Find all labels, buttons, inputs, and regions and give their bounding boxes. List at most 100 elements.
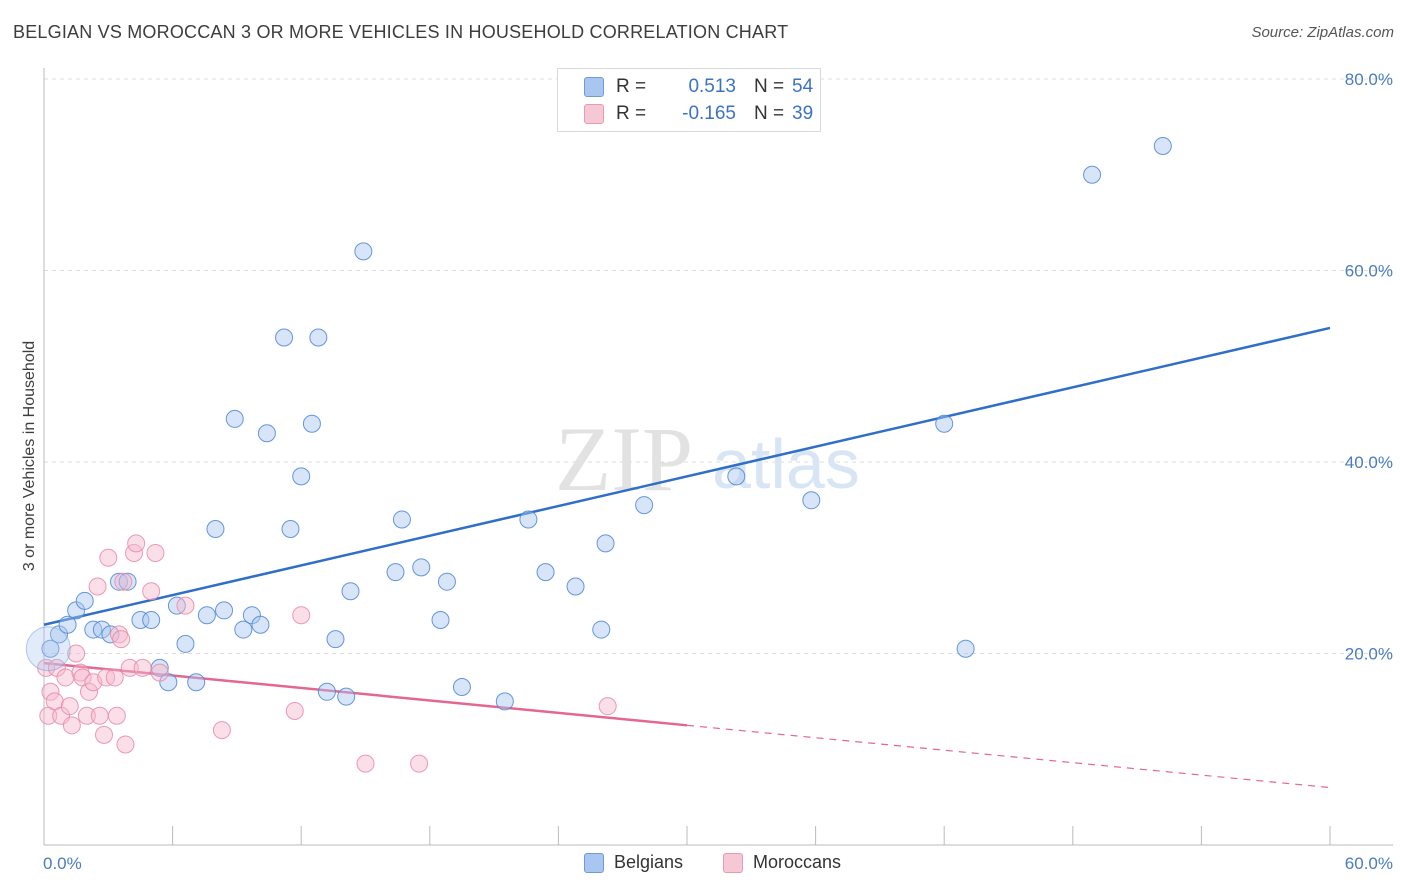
x-tick-label: 0.0% — [43, 854, 82, 873]
point-cluster-belgians — [25, 626, 71, 672]
point-moroccans — [107, 706, 126, 725]
legend-r-label: R = — [616, 103, 647, 124]
legend-n-label: N = — [754, 103, 785, 124]
point-moroccans — [110, 625, 129, 644]
point-moroccans — [146, 543, 165, 562]
point-belgians — [275, 328, 294, 347]
point-belgians — [935, 414, 954, 433]
point-belgians — [92, 620, 111, 639]
point-moroccans — [80, 682, 99, 701]
point-moroccans — [60, 697, 79, 716]
point-moroccans — [285, 701, 304, 720]
y-tick-label: 80.0% — [1345, 70, 1393, 89]
point-moroccans — [356, 754, 375, 773]
point-belgians — [142, 610, 161, 629]
point-belgians — [956, 639, 975, 658]
point-moroccans — [77, 706, 96, 725]
y-tick-label: 40.0% — [1345, 453, 1393, 472]
legend-item-moroccans[interactable]: Moroccans — [723, 852, 841, 873]
correlation-legend: R = 0.513 N = 54 R = -0.165 N = 39 — [557, 68, 821, 132]
point-moroccans — [95, 725, 114, 744]
legend-swatch-moroccans — [584, 104, 604, 124]
point-belgians — [131, 610, 150, 629]
point-moroccans — [116, 735, 135, 754]
point-moroccans — [176, 596, 195, 615]
point-belgians — [326, 630, 345, 649]
legend-r-value: -0.165 — [682, 103, 736, 124]
point-belgians — [75, 591, 94, 610]
point-belgians — [234, 620, 253, 639]
point-belgians — [225, 409, 244, 428]
trend-lines — [43, 326, 1331, 789]
point-belgians — [802, 491, 821, 510]
point-belgians — [354, 242, 373, 261]
point-belgians — [41, 639, 60, 658]
point-moroccans — [410, 754, 429, 773]
point-moroccans — [133, 658, 152, 677]
point-moroccans — [56, 668, 75, 687]
point-belgians — [58, 615, 77, 634]
point-belgians — [566, 577, 585, 596]
point-belgians — [437, 572, 456, 591]
point-moroccans — [292, 606, 311, 625]
point-belgians — [118, 572, 137, 591]
point-belgians — [251, 615, 270, 634]
legend-swatch-belgians — [584, 852, 604, 873]
legend-swatch-belgians — [584, 77, 604, 97]
point-moroccans — [114, 572, 133, 591]
point-moroccans — [598, 697, 617, 716]
point-moroccans — [71, 663, 90, 682]
point-belgians — [337, 687, 356, 706]
legend-swatch-moroccans — [723, 852, 743, 873]
point-belgians — [536, 563, 555, 582]
legend-item-belgians[interactable]: Belgians — [584, 852, 683, 873]
point-belgians — [341, 582, 360, 601]
grid — [44, 78, 1393, 654]
legend-n-value: 54 — [792, 76, 814, 97]
data-points — [25, 137, 1172, 773]
point-moroccans — [90, 706, 109, 725]
series-legend: Belgians Moroccans — [0, 852, 1406, 878]
point-moroccans — [127, 534, 146, 553]
legend-row-moroccans: R = -0.165 N = 39 — [584, 102, 813, 126]
point-moroccans — [88, 577, 107, 596]
chart-title: BELGIAN VS MOROCCAN 3 OR MORE VEHICLES I… — [13, 22, 789, 42]
x-tick-label: 60.0% — [1345, 854, 1393, 873]
axes — [43, 68, 1393, 846]
watermark-atlas: atlas — [712, 425, 860, 503]
y-tick-label: 20.0% — [1345, 645, 1393, 664]
point-moroccans — [105, 668, 124, 687]
watermark-zip: ZIP — [555, 408, 693, 510]
trend-line-belgians — [43, 326, 1331, 626]
point-moroccans — [62, 716, 81, 735]
legend-row-belgians: R = 0.513 N = 54 — [584, 75, 813, 99]
y-axis-label: 3 or more Vehicles in Household — [21, 341, 38, 571]
point-belgians — [215, 601, 234, 620]
point-belgians — [176, 634, 195, 653]
source-label: Source: ZipAtlas.com — [1251, 24, 1394, 41]
point-belgians — [292, 467, 311, 486]
point-belgians — [431, 610, 450, 629]
point-belgians — [281, 520, 300, 539]
point-belgians — [412, 558, 431, 577]
point-belgians — [596, 534, 615, 553]
point-belgians — [317, 682, 336, 701]
point-belgians — [519, 510, 538, 529]
legend-label-moroccans: Moroccans — [753, 852, 842, 872]
tick-labels: 20.0% 40.0% 60.0% 80.0% 0.0% 60.0% — [43, 70, 1393, 873]
point-belgians — [727, 467, 746, 486]
trend-extension-moroccans — [686, 724, 1331, 789]
point-moroccans — [150, 663, 169, 682]
point-belgians — [1083, 165, 1102, 184]
point-belgians — [302, 414, 321, 433]
point-belgians — [197, 606, 216, 625]
point-belgians — [187, 673, 206, 692]
point-belgians — [386, 563, 405, 582]
point-moroccans — [41, 682, 60, 701]
point-moroccans — [112, 630, 131, 649]
legend-r-value: 0.513 — [688, 76, 736, 97]
point-belgians — [1153, 137, 1172, 156]
point-belgians — [257, 424, 276, 443]
point-belgians — [206, 520, 225, 539]
